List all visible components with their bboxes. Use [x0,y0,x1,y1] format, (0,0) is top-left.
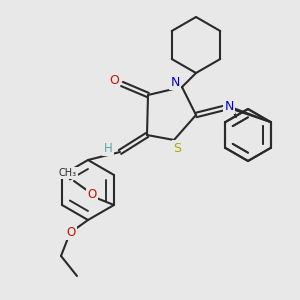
Text: O: O [87,188,97,202]
Text: H: H [103,142,112,154]
Text: O: O [66,226,76,238]
Text: CH₃: CH₃ [59,168,77,178]
Text: O: O [109,74,119,86]
Text: S: S [173,142,181,154]
Text: N: N [224,100,234,112]
Text: N: N [170,76,180,88]
